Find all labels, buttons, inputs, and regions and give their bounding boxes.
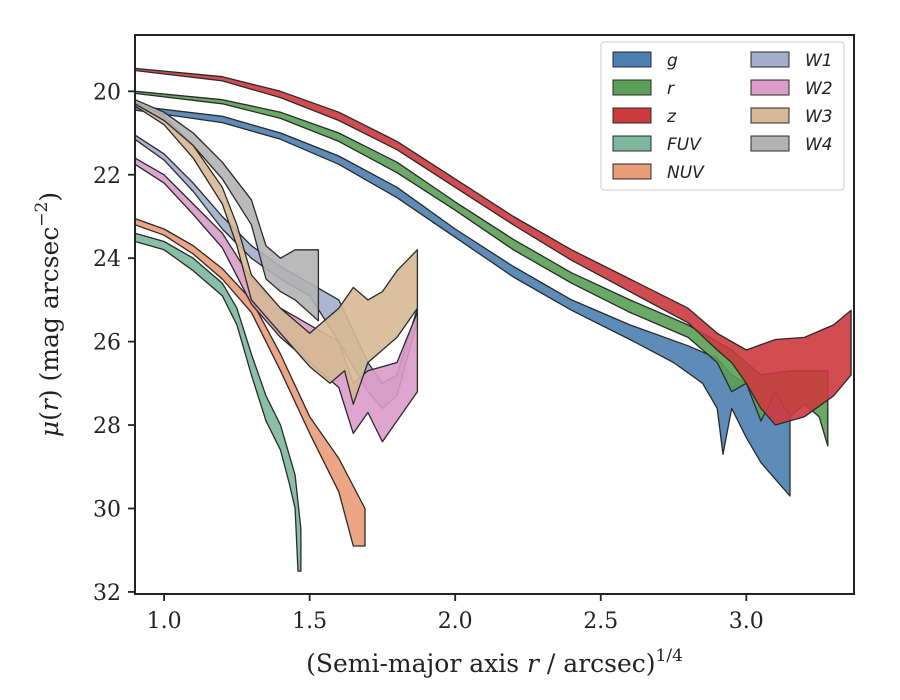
x-tick-label: 2.0: [438, 609, 473, 634]
y-tick-label: 28: [93, 414, 121, 439]
legend: grz FUV NUV W1 W2 W3 W4: [600, 41, 845, 191]
legend-label-w3: W3: [805, 107, 833, 127]
area-g: [134, 105, 791, 497]
x-axis-label: (Semi-major axis r / arcsec)1/4: [306, 646, 683, 678]
y-tick-label: 22: [93, 164, 121, 189]
area-z: [134, 67, 852, 426]
legend-label-w1: W1: [805, 51, 833, 71]
y-tick-label: 26: [93, 331, 121, 356]
legend-label-g: g: [667, 51, 678, 71]
legend-swatch-w2: [750, 79, 790, 96]
area-fuv: [134, 232, 302, 572]
legend-swatch-w4: [750, 135, 790, 152]
legend-swatch-r: [612, 79, 652, 96]
legend-swatch-g: [612, 51, 652, 68]
legend-box: [600, 41, 845, 191]
legend-swatch-w1: [750, 51, 790, 68]
profile-areas: [134, 67, 852, 572]
axis-ticks: 1.0 1.5 2.0 2.5 3.0 20 22 24 26 28 30 32: [93, 80, 764, 634]
legend-label-w2: W2: [805, 79, 833, 99]
x-tick-label: 1.0: [147, 609, 182, 634]
y-tick-label: 30: [93, 497, 121, 522]
y-tick-label: 20: [93, 80, 121, 105]
legend-swatch-nuv: [612, 163, 652, 180]
legend-swatch-w3: [750, 107, 790, 124]
legend-label-r: r: [667, 79, 675, 99]
legend-label-nuv: NUV: [667, 163, 705, 183]
y-tick-label: 24: [93, 247, 121, 272]
x-tick-label: 3.0: [729, 609, 764, 634]
x-tick-label: 1.5: [292, 609, 327, 634]
area-w4: [134, 99, 320, 322]
plot-frame: [134, 34, 855, 595]
y-axis-label: μ(r) (mag arcsec−2): [32, 192, 64, 437]
legend-swatch-fuv: [612, 135, 652, 152]
x-tick-label: 2.5: [583, 609, 618, 634]
legend-label-w4: W4: [805, 135, 833, 155]
area-w3: [134, 101, 419, 405]
legend-swatch-z: [612, 107, 652, 124]
legend-label-fuv: FUV: [667, 135, 702, 155]
y-tick-label: 32: [93, 581, 121, 606]
area-nuv: [134, 217, 366, 547]
legend-label-z: z: [666, 107, 677, 127]
